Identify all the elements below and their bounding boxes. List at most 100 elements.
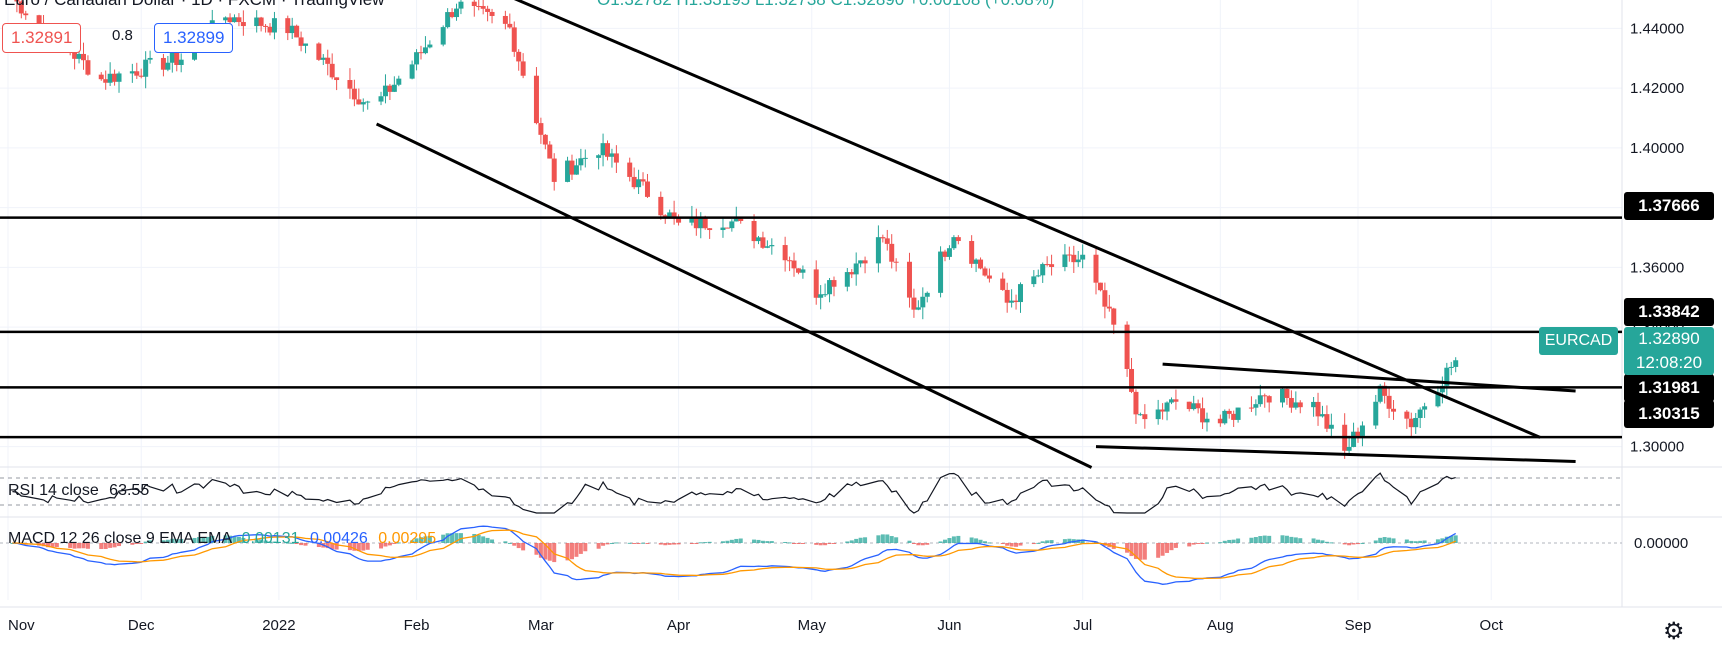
- macd-histogram-bar: [445, 533, 450, 543]
- trendline: [513, 0, 1541, 439]
- macd-histogram-bar: [410, 540, 415, 543]
- macd-histogram-bar: [907, 540, 912, 543]
- macd-histogram-bar: [831, 543, 836, 544]
- candle-body: [445, 12, 451, 28]
- buy-button[interactable]: 1.32899: [154, 23, 234, 53]
- candle-body: [1382, 385, 1388, 396]
- candle-body: [978, 259, 984, 269]
- macd-histogram-bar: [698, 542, 703, 544]
- macd-histogram-bar: [1422, 540, 1427, 543]
- candle-body: [174, 52, 180, 65]
- macd-histogram-bar: [694, 543, 699, 544]
- candle-body: [391, 84, 397, 92]
- candle-body: [236, 17, 242, 23]
- candle-body: [409, 64, 415, 79]
- candle-body: [1262, 395, 1268, 397]
- candle-body: [1359, 425, 1365, 436]
- settings-gear-icon[interactable]: ⚙: [1663, 618, 1685, 645]
- candle-body: [240, 22, 246, 27]
- macd-histogram-bar: [889, 536, 894, 543]
- candle-body: [138, 75, 144, 77]
- macd-histogram-bar: [885, 534, 890, 543]
- macd-histogram-bar: [1040, 541, 1045, 543]
- candle-body: [1186, 401, 1192, 410]
- candle-body: [946, 248, 952, 257]
- candle-body: [1080, 254, 1086, 260]
- macd-histogram-bar: [1133, 543, 1138, 559]
- macd-histogram-bar: [845, 541, 850, 543]
- candle-body: [1097, 282, 1103, 291]
- candle-body: [267, 26, 273, 33]
- candle-body: [533, 75, 539, 124]
- x-tick-label: Mar: [528, 617, 554, 634]
- rsi-legend[interactable]: RSI 14 close 63.55: [8, 482, 149, 500]
- macd-histogram-bar: [272, 541, 277, 543]
- candle-body: [538, 123, 544, 135]
- candle-body: [769, 245, 775, 247]
- candle-body: [1137, 414, 1143, 416]
- x-tick-label: 2022: [262, 617, 295, 634]
- candle-body: [1191, 403, 1197, 410]
- macd-histogram-bar: [441, 534, 446, 543]
- candle-body: [720, 227, 726, 231]
- macd-histogram-bar: [894, 537, 899, 543]
- macd-histogram-bar: [1449, 535, 1454, 543]
- y-tick-label: 1.40000: [1630, 140, 1684, 157]
- macd-histogram-bar: [792, 543, 797, 544]
- candle-body: [160, 57, 166, 70]
- candle-body: [1422, 406, 1428, 410]
- candle-body: [889, 243, 895, 262]
- macd-histogram-bar: [1360, 542, 1365, 544]
- macd-histogram-bar: [729, 539, 734, 543]
- macd-histogram-bar: [1165, 543, 1170, 553]
- x-tick-label: Dec: [128, 617, 155, 634]
- macd-histogram-bar: [796, 543, 801, 544]
- macd-histogram-bar: [379, 543, 384, 549]
- candle-body: [955, 237, 961, 241]
- candle-body: [844, 272, 850, 287]
- candle-body: [516, 51, 522, 62]
- macd-histogram-bar: [1440, 538, 1445, 543]
- candle-body: [147, 57, 153, 60]
- macd-histogram-bar: [361, 543, 366, 551]
- candle-body: [387, 85, 393, 92]
- macd-histogram-bar: [565, 543, 570, 561]
- macd-histogram-bar: [956, 535, 961, 543]
- macd-histogram-bar: [263, 540, 268, 543]
- macd-histogram-bar: [734, 538, 739, 543]
- macd-histogram-bar: [1196, 543, 1201, 544]
- macd-histogram-bar: [1373, 540, 1378, 543]
- macd-histogram-bar: [1187, 543, 1192, 547]
- candle-body: [986, 275, 992, 279]
- macd-label: MACD 12 26 close 9 EMA EMA: [8, 530, 232, 547]
- candle-body: [609, 153, 615, 157]
- candle-body: [1373, 401, 1379, 426]
- candle-body: [1044, 264, 1050, 266]
- macd-histogram-bar: [672, 543, 677, 545]
- macd-signal-line: [12, 529, 1456, 580]
- macd-histogram-bar: [139, 543, 144, 544]
- macd-histogram-bar: [849, 540, 854, 543]
- macd-histogram-bar: [1249, 537, 1254, 543]
- candle-body: [782, 245, 788, 261]
- macd-histogram-bar: [614, 542, 619, 544]
- x-tick-label: Jun: [937, 617, 961, 634]
- macd-legend[interactable]: MACD 12 26 close 9 EMA EMA 0.00131 0.004…: [8, 530, 436, 548]
- candle-body: [827, 280, 833, 295]
- candle-body: [973, 259, 979, 264]
- candle-body: [223, 17, 229, 21]
- macd-histogram-bar: [854, 538, 859, 543]
- macd-histogram-bar: [1262, 535, 1267, 543]
- macd-histogram-bar: [738, 538, 743, 543]
- macd-histogram-bar: [916, 543, 921, 546]
- sell-button[interactable]: 1.32891: [2, 23, 82, 53]
- macd-histogram-bar: [303, 543, 308, 546]
- candle-body: [1297, 402, 1303, 408]
- candle-body: [911, 297, 917, 310]
- bar-countdown: 12:08:20: [1635, 353, 1703, 372]
- candle-body: [1102, 290, 1108, 307]
- candle-body: [640, 179, 646, 182]
- candle-body: [822, 294, 828, 296]
